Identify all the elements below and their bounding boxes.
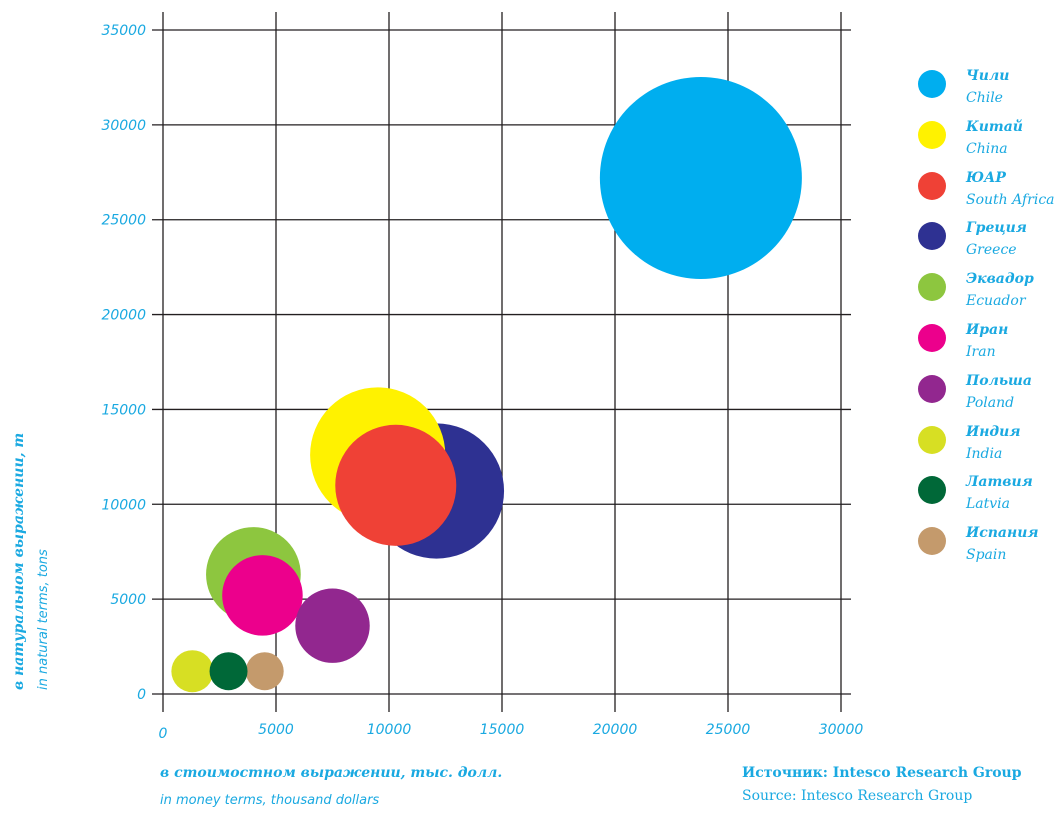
y-tick-label: 20000 xyxy=(101,308,146,324)
legend-label-en: Ecuador xyxy=(966,293,1026,310)
y-axis-label-ru: в натуральном выражении, т xyxy=(11,433,27,690)
source-label-ru: Источник: Intesco Research Group xyxy=(742,765,1022,781)
legend-label-en: Iran xyxy=(966,343,996,360)
legend-label-ru: ЮАР xyxy=(966,169,1006,186)
legend-label-en: Greece xyxy=(966,242,1017,259)
legend-label-ru: Польша xyxy=(966,372,1032,389)
legend-label-ru: Греция xyxy=(966,220,1027,237)
legend-label-en: Spain xyxy=(966,547,1007,564)
x-tick-label: 10000 xyxy=(367,722,412,738)
y-tick-label: 30000 xyxy=(101,118,146,134)
bubble-south-africa xyxy=(335,424,457,546)
legend-swatch xyxy=(918,222,946,251)
x-axis-label-en: in money terms, thousand dollars xyxy=(160,793,380,808)
y-tick-label: 35000 xyxy=(101,23,146,39)
legend-label-en: Poland xyxy=(966,394,1015,411)
legend-label-en: China xyxy=(966,140,1008,157)
bubble-spain xyxy=(245,652,284,691)
legend-swatch xyxy=(918,425,946,454)
source-label-en: Source: Intesco Research Group xyxy=(742,788,973,804)
tick-labels: 0 5000 10000 15000 20000 25000 30000 0 5000 10000… xyxy=(101,23,863,742)
legend-swatch xyxy=(918,374,946,403)
bubble-latvia xyxy=(209,652,248,691)
legend-swatch xyxy=(918,120,946,149)
x-tick-label: 25000 xyxy=(706,722,751,738)
x-tick-label: 20000 xyxy=(593,722,638,738)
legend-swatch xyxy=(918,323,946,352)
y-tick-label: 25000 xyxy=(101,213,146,229)
bubble-chile xyxy=(599,76,802,279)
y-tick-label: 5000 xyxy=(110,592,146,608)
legend-label-ru: Иран xyxy=(966,321,1009,338)
x-tick-label: 5000 xyxy=(258,722,294,738)
bubbles xyxy=(171,76,802,693)
bubble-poland xyxy=(295,588,370,663)
legend-label-ru: Эквадор xyxy=(966,271,1034,288)
y-axis-label-en: in natural terms, tons xyxy=(36,549,51,690)
legend-label-ru: Индия xyxy=(966,423,1021,440)
legend-label-ru: Латвия xyxy=(966,474,1033,491)
y-tick-label: 0 xyxy=(137,687,146,703)
legend-label-ru: Китай xyxy=(966,118,1023,135)
bubble-iran xyxy=(222,555,303,636)
legend-label-ru: Чили xyxy=(966,68,1010,84)
legend-label-en: India xyxy=(966,445,1003,462)
legend-swatch xyxy=(918,527,946,556)
y-axis-label: в натуральном выражении, т in natural te… xyxy=(11,433,51,690)
legend-swatch xyxy=(918,171,946,200)
x-tick-label: 30000 xyxy=(819,722,864,738)
legend-swatch xyxy=(918,70,946,98)
legend-swatch xyxy=(918,476,946,505)
x-tick-label: 15000 xyxy=(480,722,525,738)
bubble-india xyxy=(171,650,214,693)
legend-label-en: Latvia xyxy=(966,496,1011,513)
x-axis-label-ru: в стоимостном выражении, тыс. долл. xyxy=(160,765,503,781)
y-tick-label: 15000 xyxy=(101,402,146,418)
legend-label-en: Chile xyxy=(966,90,1003,106)
y-tick-label: 10000 xyxy=(101,497,146,513)
legend-swatch xyxy=(918,273,946,302)
x-tick-label: 0 xyxy=(159,726,168,742)
legend-label-en: South Africa xyxy=(966,191,1055,208)
legend-label-ru: Испания xyxy=(966,525,1039,542)
